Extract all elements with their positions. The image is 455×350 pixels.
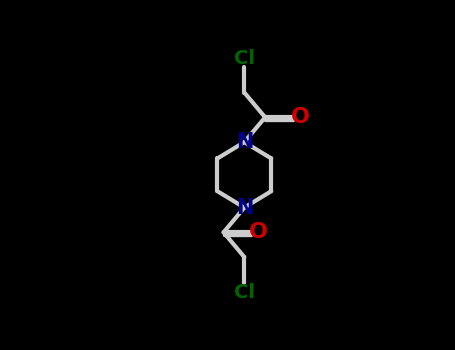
Text: N: N — [236, 132, 253, 152]
Text: Cl: Cl — [234, 283, 255, 302]
Text: Cl: Cl — [234, 49, 255, 69]
Text: O: O — [249, 222, 268, 242]
Text: O: O — [291, 107, 310, 127]
Text: N: N — [236, 197, 253, 218]
